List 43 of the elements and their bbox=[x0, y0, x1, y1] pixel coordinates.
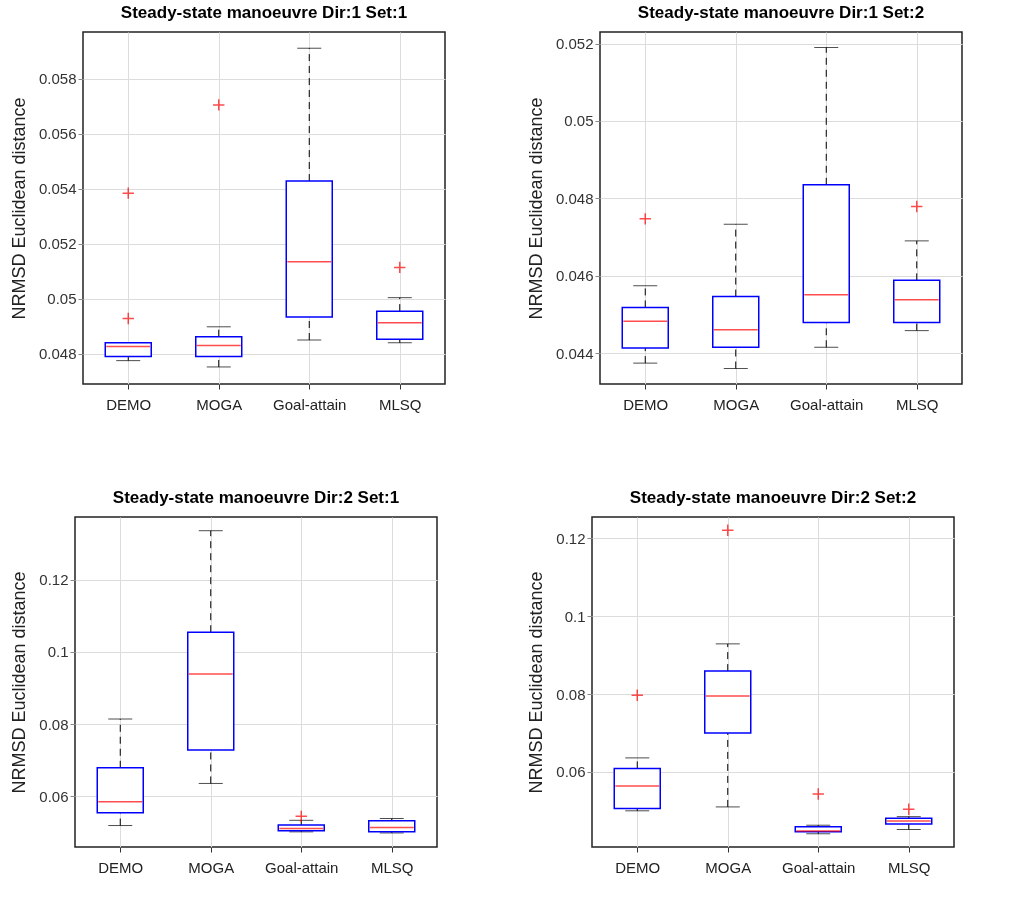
y-tick-label: 0.046 bbox=[555, 267, 594, 285]
x-tick-label: MLSQ bbox=[895, 395, 939, 413]
y-tick-label: 0.054 bbox=[38, 180, 77, 198]
x-tick-label: Goal-attain bbox=[265, 858, 339, 876]
x-tick-label: MLSQ bbox=[887, 858, 931, 876]
y-axis-title: NRMSD Euclidean distance bbox=[9, 571, 30, 794]
x-tick-label: DEMO bbox=[615, 858, 661, 876]
y-tick-label: 0.08 bbox=[39, 715, 69, 733]
y-tick-label: 0.06 bbox=[39, 787, 69, 805]
y-tick-label: 0.05 bbox=[47, 290, 77, 308]
chart-title: Steady-state manoeuvre Dir:1 Set:2 bbox=[637, 3, 925, 22]
x-tick-label: MLSQ bbox=[378, 395, 422, 413]
y-axis-title: NRMSD Euclidean distance bbox=[525, 97, 546, 320]
x-tick-label: Goal-attain bbox=[790, 395, 864, 413]
x-tick-label: DEMO bbox=[98, 858, 144, 876]
y-tick-label: 0.048 bbox=[555, 189, 594, 207]
y-tick-label: 0.048 bbox=[38, 345, 77, 363]
x-tick-label: DEMO bbox=[623, 395, 669, 413]
y-tick-label: 0.052 bbox=[38, 235, 77, 253]
y-axis-title: NRMSD Euclidean distance bbox=[8, 97, 29, 320]
x-tick-label: Goal-attain bbox=[782, 858, 856, 876]
chart-title: Steady-state manoeuvre Dir:2 Set:2 bbox=[629, 488, 917, 507]
x-tick-label: MLSQ bbox=[370, 858, 414, 876]
x-tick-label: MOGA bbox=[196, 395, 243, 413]
y-tick-label: 0.06 bbox=[556, 763, 586, 781]
x-tick-label: MOGA bbox=[713, 395, 760, 413]
y-tick-label: 0.12 bbox=[39, 571, 69, 589]
y-tick-label: 0.08 bbox=[556, 685, 586, 703]
y-tick-label: 0.044 bbox=[555, 344, 594, 362]
x-tick-label: MOGA bbox=[705, 858, 752, 876]
y-tick-label: 0.12 bbox=[556, 529, 586, 547]
chart-title: Steady-state manoeuvre Dir:1 Set:1 bbox=[120, 3, 408, 22]
y-tick-label: 0.1 bbox=[47, 643, 69, 661]
y-tick-label: 0.056 bbox=[38, 125, 77, 143]
x-tick-label: DEMO bbox=[106, 395, 152, 413]
y-tick-label: 0.058 bbox=[38, 70, 77, 88]
x-tick-label: Goal-attain bbox=[273, 395, 347, 413]
x-tick-label: MOGA bbox=[188, 858, 235, 876]
chart-title: Steady-state manoeuvre Dir:2 Set:1 bbox=[112, 488, 400, 507]
y-tick-label: 0.1 bbox=[564, 607, 586, 625]
y-axis-title: NRMSD Euclidean distance bbox=[526, 571, 547, 794]
y-tick-label: 0.05 bbox=[564, 112, 594, 130]
y-tick-label: 0.052 bbox=[555, 35, 594, 53]
